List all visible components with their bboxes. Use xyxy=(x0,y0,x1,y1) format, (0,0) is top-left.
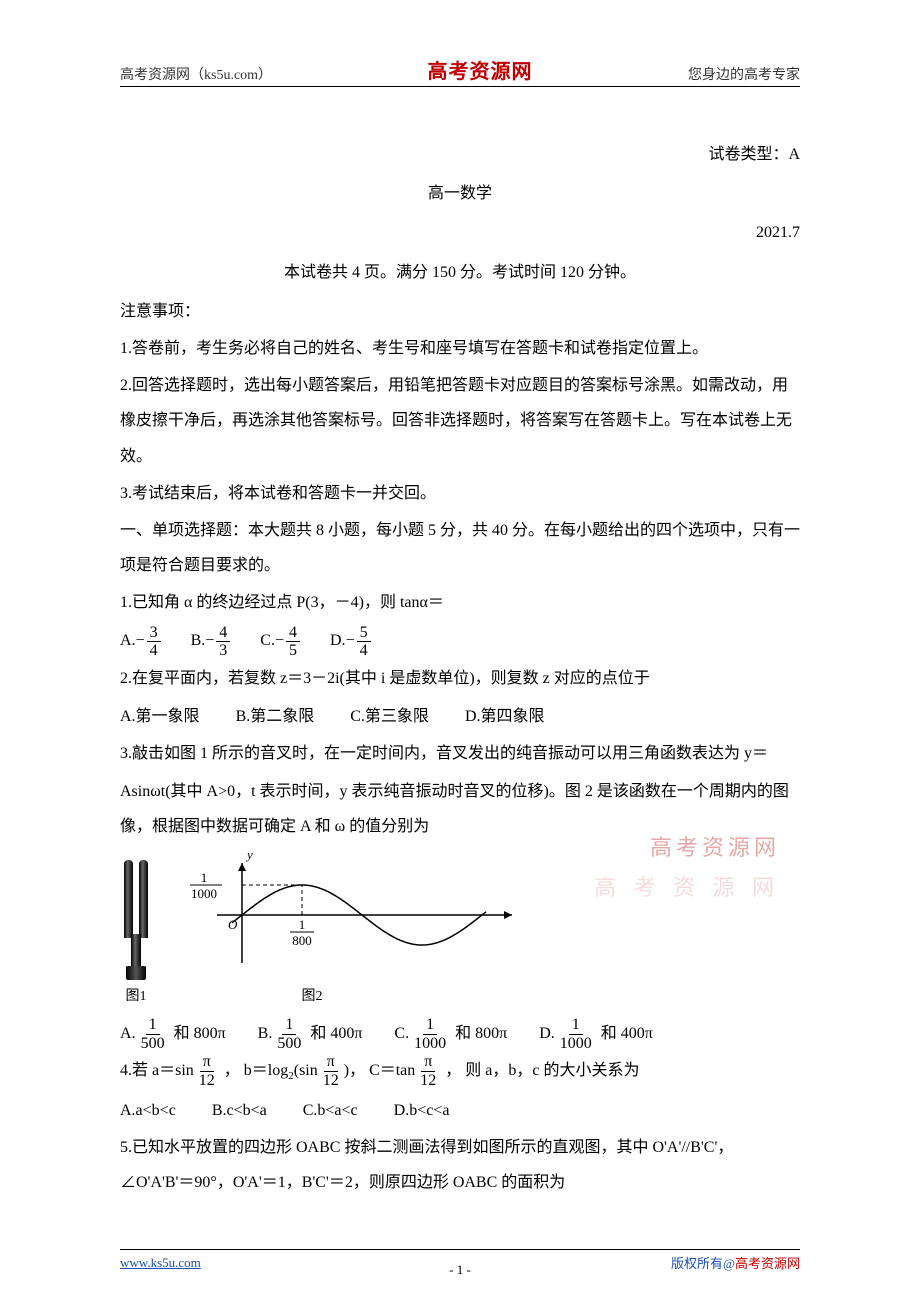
notice-heading: 注意事项： xyxy=(120,294,800,329)
svg-text:O: O xyxy=(228,917,238,932)
figure-1: 图1 xyxy=(120,860,152,1013)
q3-option-d: D.11000 和 400π xyxy=(539,1015,653,1053)
svg-text:1: 1 xyxy=(201,870,208,885)
q4-option-a: A.a<b<c xyxy=(120,1092,176,1130)
q1-option-c: C.−45 xyxy=(260,622,302,660)
q1-option-b: B.−43 xyxy=(191,622,233,660)
header-right: 您身边的高考专家 xyxy=(688,64,800,84)
q4-options: A.a<b<c B.c<b<a C.b<a<c D.b<c<a xyxy=(120,1092,800,1130)
figure-2-label: 图2 xyxy=(302,982,323,1013)
q4-stem: 4.若 a＝sinπ12 ， b＝log2(sinπ12)， C＝tanπ12 … xyxy=(120,1053,800,1089)
q3-figures: 图1 ytO110001800 图2 xyxy=(120,850,800,1013)
q2-option-c: C.第三象限 xyxy=(350,698,429,736)
section-heading: 一、单项选择题：本大题共 8 小题，每小题 5 分，共 40 分。在每小题给出的… xyxy=(120,513,800,583)
page-footer: www.ks5u.com - 1 - 版权所有@高考资源网 xyxy=(120,1249,800,1272)
q1-option-a: A.−34 xyxy=(120,622,163,660)
q2-stem: 2.在复平面内，若复数 z＝3－2i(其中 i 是虚数单位)，则复数 z 对应的… xyxy=(120,661,800,696)
q2-option-a: A.第一象限 xyxy=(120,698,200,736)
paper-type: 试卷类型：A xyxy=(120,137,800,172)
notice-2: 2.回答选择题时，选出每小题答案后，用铅笔把答题卡对应题目的答案标号涂黑。如需改… xyxy=(120,368,800,474)
svg-text:800: 800 xyxy=(292,933,312,948)
q3-stem-2: Asinωt(其中 A>0，t 表示时间，y 表示纯音振动时音叉的位移)。图 2… xyxy=(120,774,800,844)
paper-subtitle: 本试卷共 4 页。满分 150 分。考试时间 120 分钟。 xyxy=(120,255,800,290)
q1-stem: 1.已知角 α 的终边经过点 P(3，－4)，则 tanα＝ xyxy=(120,585,800,620)
q2-option-d: D.第四象限 xyxy=(465,698,545,736)
footer-copyright: 版权所有@高考资源网 xyxy=(671,1253,800,1272)
svg-text:y: y xyxy=(245,850,253,862)
page-header: 高考资源网（ks5u.com） 高考资源网 您身边的高考专家 xyxy=(120,55,800,87)
q4-option-c: C.b<a<c xyxy=(303,1092,358,1130)
q3-stem-1: 3.敲击如图 1 所示的音叉时，在一定时间内，音叉发出的纯音振动可以用三角函数表… xyxy=(120,736,800,771)
svg-text:1000: 1000 xyxy=(191,886,217,901)
header-left: 高考资源网（ks5u.com） xyxy=(120,64,272,84)
paper-date: 2021.7 xyxy=(120,215,800,250)
figure-2: ytO110001800 图2 xyxy=(172,850,512,1013)
q3-option-c: C.11000 和 800π xyxy=(394,1015,507,1053)
header-logo-text: 高考资源网 xyxy=(428,55,533,84)
q2-option-b: B.第二象限 xyxy=(236,698,315,736)
svg-text:1: 1 xyxy=(299,917,306,932)
q1-options: A.−34 B.−43 C.−45 D.−54 xyxy=(120,622,800,660)
notice-1: 1.答卷前，考生务必将自己的姓名、考生号和座号填写在答题卡和试卷指定位置上。 xyxy=(120,331,800,366)
q2-options: A.第一象限 B.第二象限 C.第三象限 D.第四象限 xyxy=(120,698,800,736)
footer-url[interactable]: www.ks5u.com xyxy=(120,1255,201,1271)
q3-option-a: A.1500 和 800π xyxy=(120,1015,226,1053)
q3-options: A.1500 和 800π B.1500 和 400π C.11000 和 80… xyxy=(120,1015,800,1053)
figure-1-label: 图1 xyxy=(126,982,147,1013)
notice-3: 3.考试结束后，将本试卷和答题卡一并交回。 xyxy=(120,476,800,511)
tuning-fork-icon xyxy=(120,860,152,980)
sine-chart: ytO110001800 xyxy=(172,850,512,980)
q5-stem: 5.已知水平放置的四边形 OABC 按斜二测画法得到如图所示的直观图，其中 O'… xyxy=(120,1130,800,1200)
q1-option-d: D.−54 xyxy=(330,622,373,660)
document-body: 试卷类型：A 高一数学 2021.7 本试卷共 4 页。满分 150 分。考试时… xyxy=(120,137,800,1200)
q4-option-d: D.b<c<a xyxy=(394,1092,450,1130)
paper-title: 高一数学 xyxy=(120,176,800,211)
footer-page-number: - 1 - xyxy=(449,1262,471,1278)
q4-option-b: B.c<b<a xyxy=(212,1092,267,1130)
q3-option-b: B.1500 和 400π xyxy=(258,1015,363,1053)
